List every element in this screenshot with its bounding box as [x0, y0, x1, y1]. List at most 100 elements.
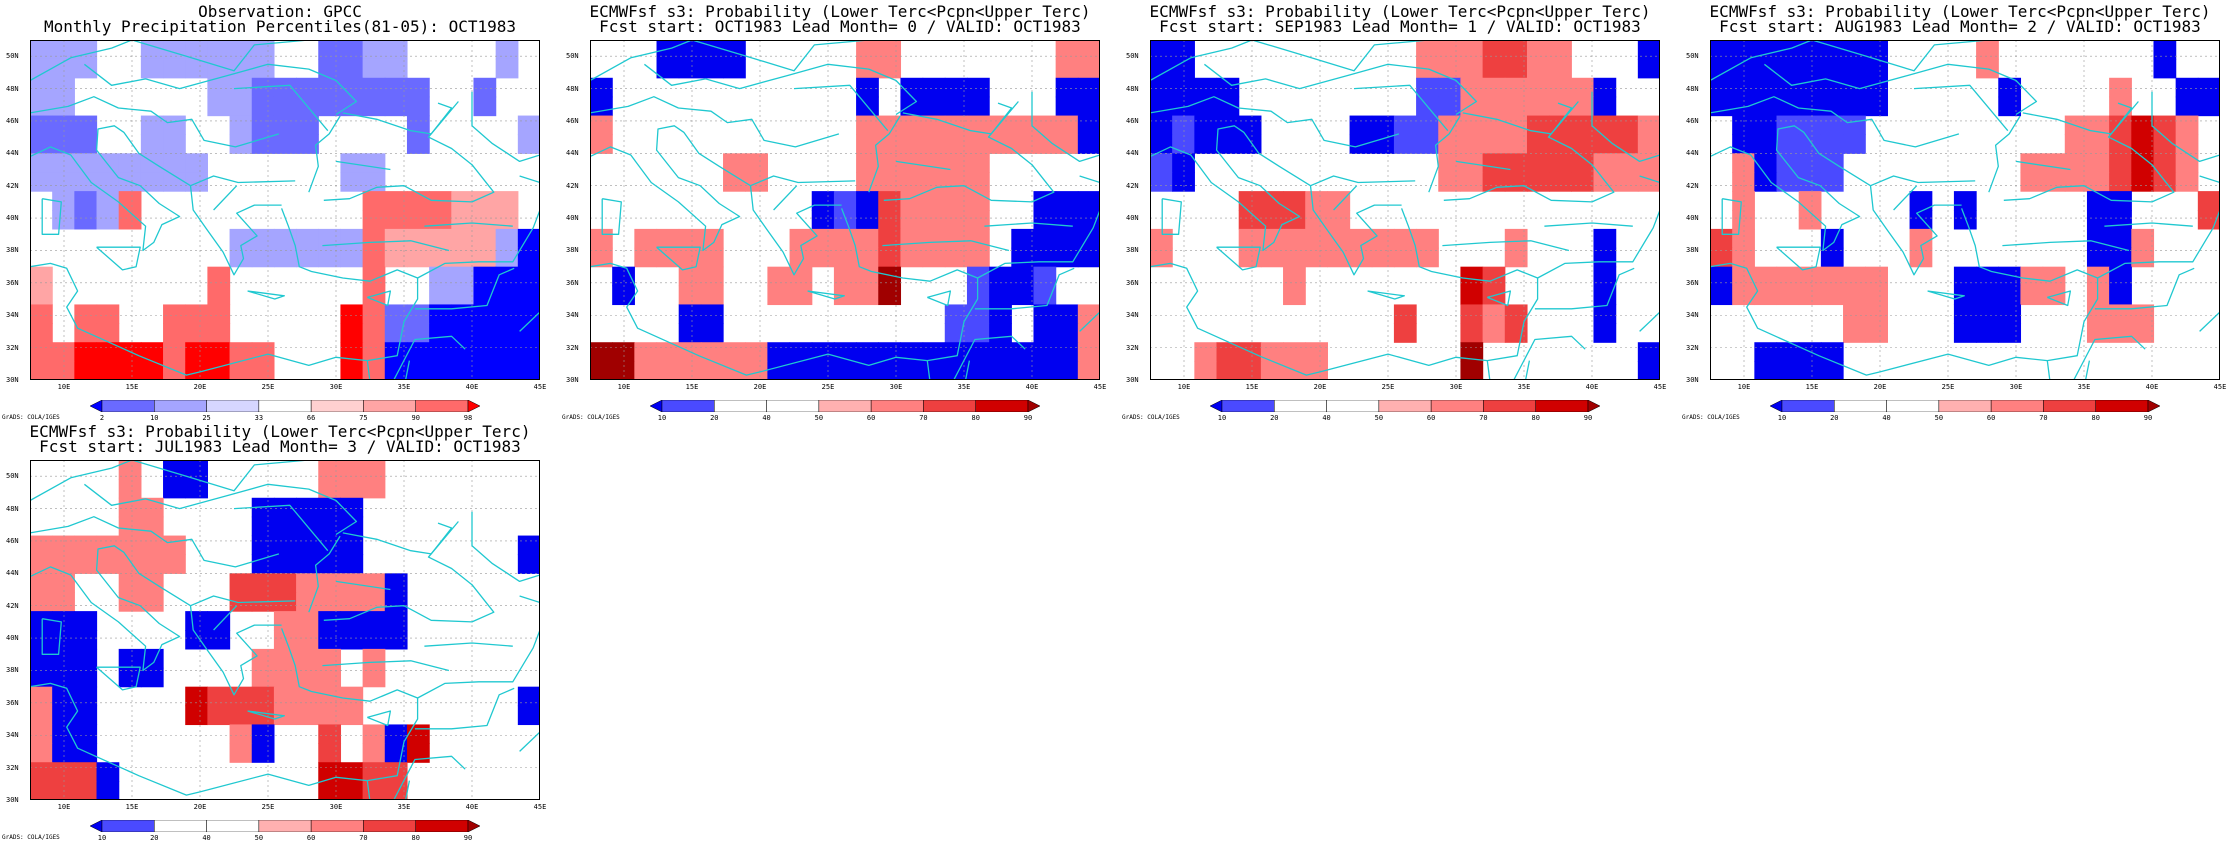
- grid-cell: [2086, 266, 2110, 287]
- grid-cell: [1526, 134, 1550, 154]
- grid-cell: [1776, 361, 1800, 380]
- lon-tick-label: 10E: [57, 803, 71, 811]
- grid-cell: [74, 115, 98, 136]
- grid-cell: [1820, 96, 1844, 117]
- grid-cell: [229, 573, 253, 593]
- grid-cell: [1055, 342, 1079, 362]
- coastline: [1079, 311, 1100, 332]
- grid-cell: [966, 266, 990, 287]
- grid-cell: [1033, 266, 1057, 287]
- coastline: [367, 710, 392, 727]
- coastline: [1031, 91, 1100, 163]
- map-canvas: [1150, 40, 1660, 380]
- grid-cell: [944, 77, 968, 98]
- legend-arrow-high: [2147, 400, 2160, 412]
- grid-cell: [1305, 210, 1328, 230]
- grid-cell: [878, 115, 902, 136]
- grid-cell: [384, 210, 408, 230]
- grid-cell: [1460, 342, 1484, 362]
- coastline: [644, 63, 918, 116]
- panel-title: ECMWFsf s3: Probability (Lower Terc<Pcpn…: [1709, 2, 2211, 21]
- legend-tick-label: 80: [2091, 414, 2100, 422]
- coastline: [1204, 63, 1478, 116]
- grid-cell: [1571, 77, 1595, 98]
- grid-cell: [1976, 40, 1999, 60]
- lon-tick-label: 35E: [397, 803, 411, 811]
- grid-cell: [1615, 172, 1639, 192]
- coastline: [519, 595, 540, 604]
- grid-cell: [473, 304, 497, 324]
- grid-cell: [318, 573, 342, 593]
- grid-cell: [52, 40, 75, 60]
- grid-cell: [1416, 134, 1439, 154]
- grid-cell: [1820, 342, 1844, 362]
- coastline: [247, 290, 285, 300]
- grid-cell: [207, 266, 231, 287]
- coastline: [190, 595, 296, 607]
- grid-cell: [856, 153, 879, 173]
- lon-tick-label: 45E: [533, 383, 547, 391]
- grid-cell: [118, 667, 142, 688]
- grads-credit: GrADS: COLA/IGES: [2, 414, 60, 421]
- grid-cell: [900, 342, 924, 362]
- grid-cell: [1150, 58, 1173, 79]
- grid-cell: [251, 58, 275, 79]
- grid-cell: [118, 191, 142, 211]
- grid-cell: [362, 630, 386, 650]
- grid-cell: [678, 361, 702, 380]
- grid-cell: [52, 611, 75, 631]
- grid-cell: [185, 323, 208, 343]
- grid-cell: [140, 58, 164, 79]
- grid-cell: [2109, 153, 2132, 173]
- coastline: [1442, 240, 1570, 252]
- grid-cell: [1637, 40, 1660, 60]
- grid-cell: [30, 667, 53, 688]
- map-canvas: [30, 460, 540, 800]
- lat-tick-label: 30N: [6, 796, 19, 804]
- grid-cell: [1077, 228, 1100, 249]
- grid-cell: [1055, 134, 1079, 154]
- grid-cell: [52, 58, 75, 79]
- grid-cell: [700, 304, 724, 324]
- grid-cell: [406, 115, 430, 136]
- grid-cell: [52, 77, 75, 98]
- grid-cell: [96, 342, 120, 362]
- grid-cell: [429, 342, 452, 362]
- grid-cell: [340, 630, 364, 650]
- lat-tick-label: 48N: [1126, 84, 1139, 93]
- lon-tick-label: 10E: [1177, 383, 1191, 391]
- coastline: [1710, 125, 1962, 276]
- grid-cell: [900, 153, 924, 173]
- legend-bar: [1770, 400, 2160, 412]
- grid-cell: [1055, 210, 1079, 230]
- grid-cell: [251, 228, 275, 249]
- grid-cell: [944, 210, 968, 230]
- coastline: [1486, 360, 1531, 380]
- panel-title: ECMWFsf s3: Probability (Lower Terc<Pcpn…: [589, 2, 1091, 21]
- grid-cell: [207, 705, 231, 726]
- lat-tick-label: 40N: [1126, 214, 1139, 223]
- grid-cell: [989, 361, 1012, 380]
- color-legend: [90, 820, 480, 832]
- grid-cell: [96, 554, 120, 574]
- grid-cell: [251, 573, 275, 593]
- grid-cell: [700, 58, 724, 79]
- grid-cell: [1953, 191, 1977, 211]
- grid-cell: [362, 342, 386, 362]
- grid-cell: [118, 478, 142, 499]
- grid-cell: [318, 667, 342, 688]
- grid-cell: [1150, 172, 1173, 192]
- grid-cell: [1011, 228, 1035, 249]
- grid-cell: [318, 648, 342, 669]
- grid-cell: [340, 361, 364, 380]
- lon-tick-label: 45E: [2213, 383, 2227, 391]
- grid-cell: [30, 285, 53, 306]
- grid-cell: [185, 172, 208, 192]
- grid-cell: [340, 58, 364, 79]
- grid-cell: [811, 228, 835, 249]
- legend-arrow-low: [1210, 400, 1223, 412]
- grid-cell: [1055, 115, 1079, 136]
- grid-cell: [1238, 247, 1262, 268]
- grid-cell: [473, 228, 497, 249]
- grid-cell: [273, 611, 297, 631]
